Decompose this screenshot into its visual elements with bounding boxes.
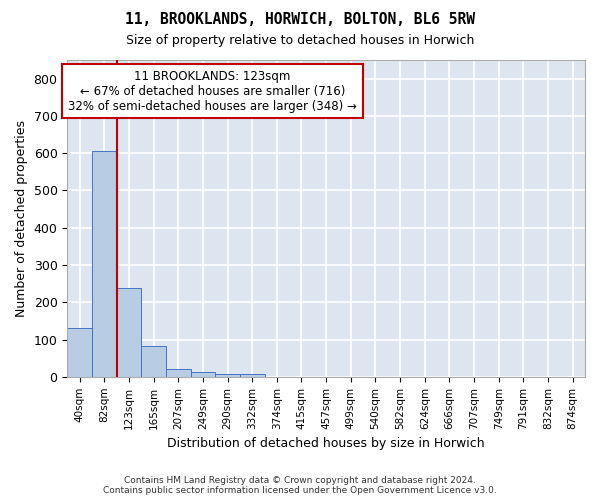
Bar: [141, 346, 166, 377]
Bar: [240, 374, 265, 377]
Text: Contains HM Land Registry data © Crown copyright and database right 2024.
Contai: Contains HM Land Registry data © Crown c…: [103, 476, 497, 495]
Bar: [92, 152, 116, 377]
Text: 11 BROOKLANDS: 123sqm
← 67% of detached houses are smaller (716)
32% of semi-det: 11 BROOKLANDS: 123sqm ← 67% of detached …: [68, 70, 356, 112]
Y-axis label: Number of detached properties: Number of detached properties: [15, 120, 28, 317]
Bar: [166, 368, 191, 377]
Text: 11, BROOKLANDS, HORWICH, BOLTON, BL6 5RW: 11, BROOKLANDS, HORWICH, BOLTON, BL6 5RW: [125, 12, 475, 28]
Bar: [67, 328, 92, 377]
Text: Size of property relative to detached houses in Horwich: Size of property relative to detached ho…: [126, 34, 474, 47]
Bar: [215, 374, 240, 377]
X-axis label: Distribution of detached houses by size in Horwich: Distribution of detached houses by size …: [167, 437, 485, 450]
Bar: [116, 288, 141, 377]
Bar: [191, 372, 215, 377]
